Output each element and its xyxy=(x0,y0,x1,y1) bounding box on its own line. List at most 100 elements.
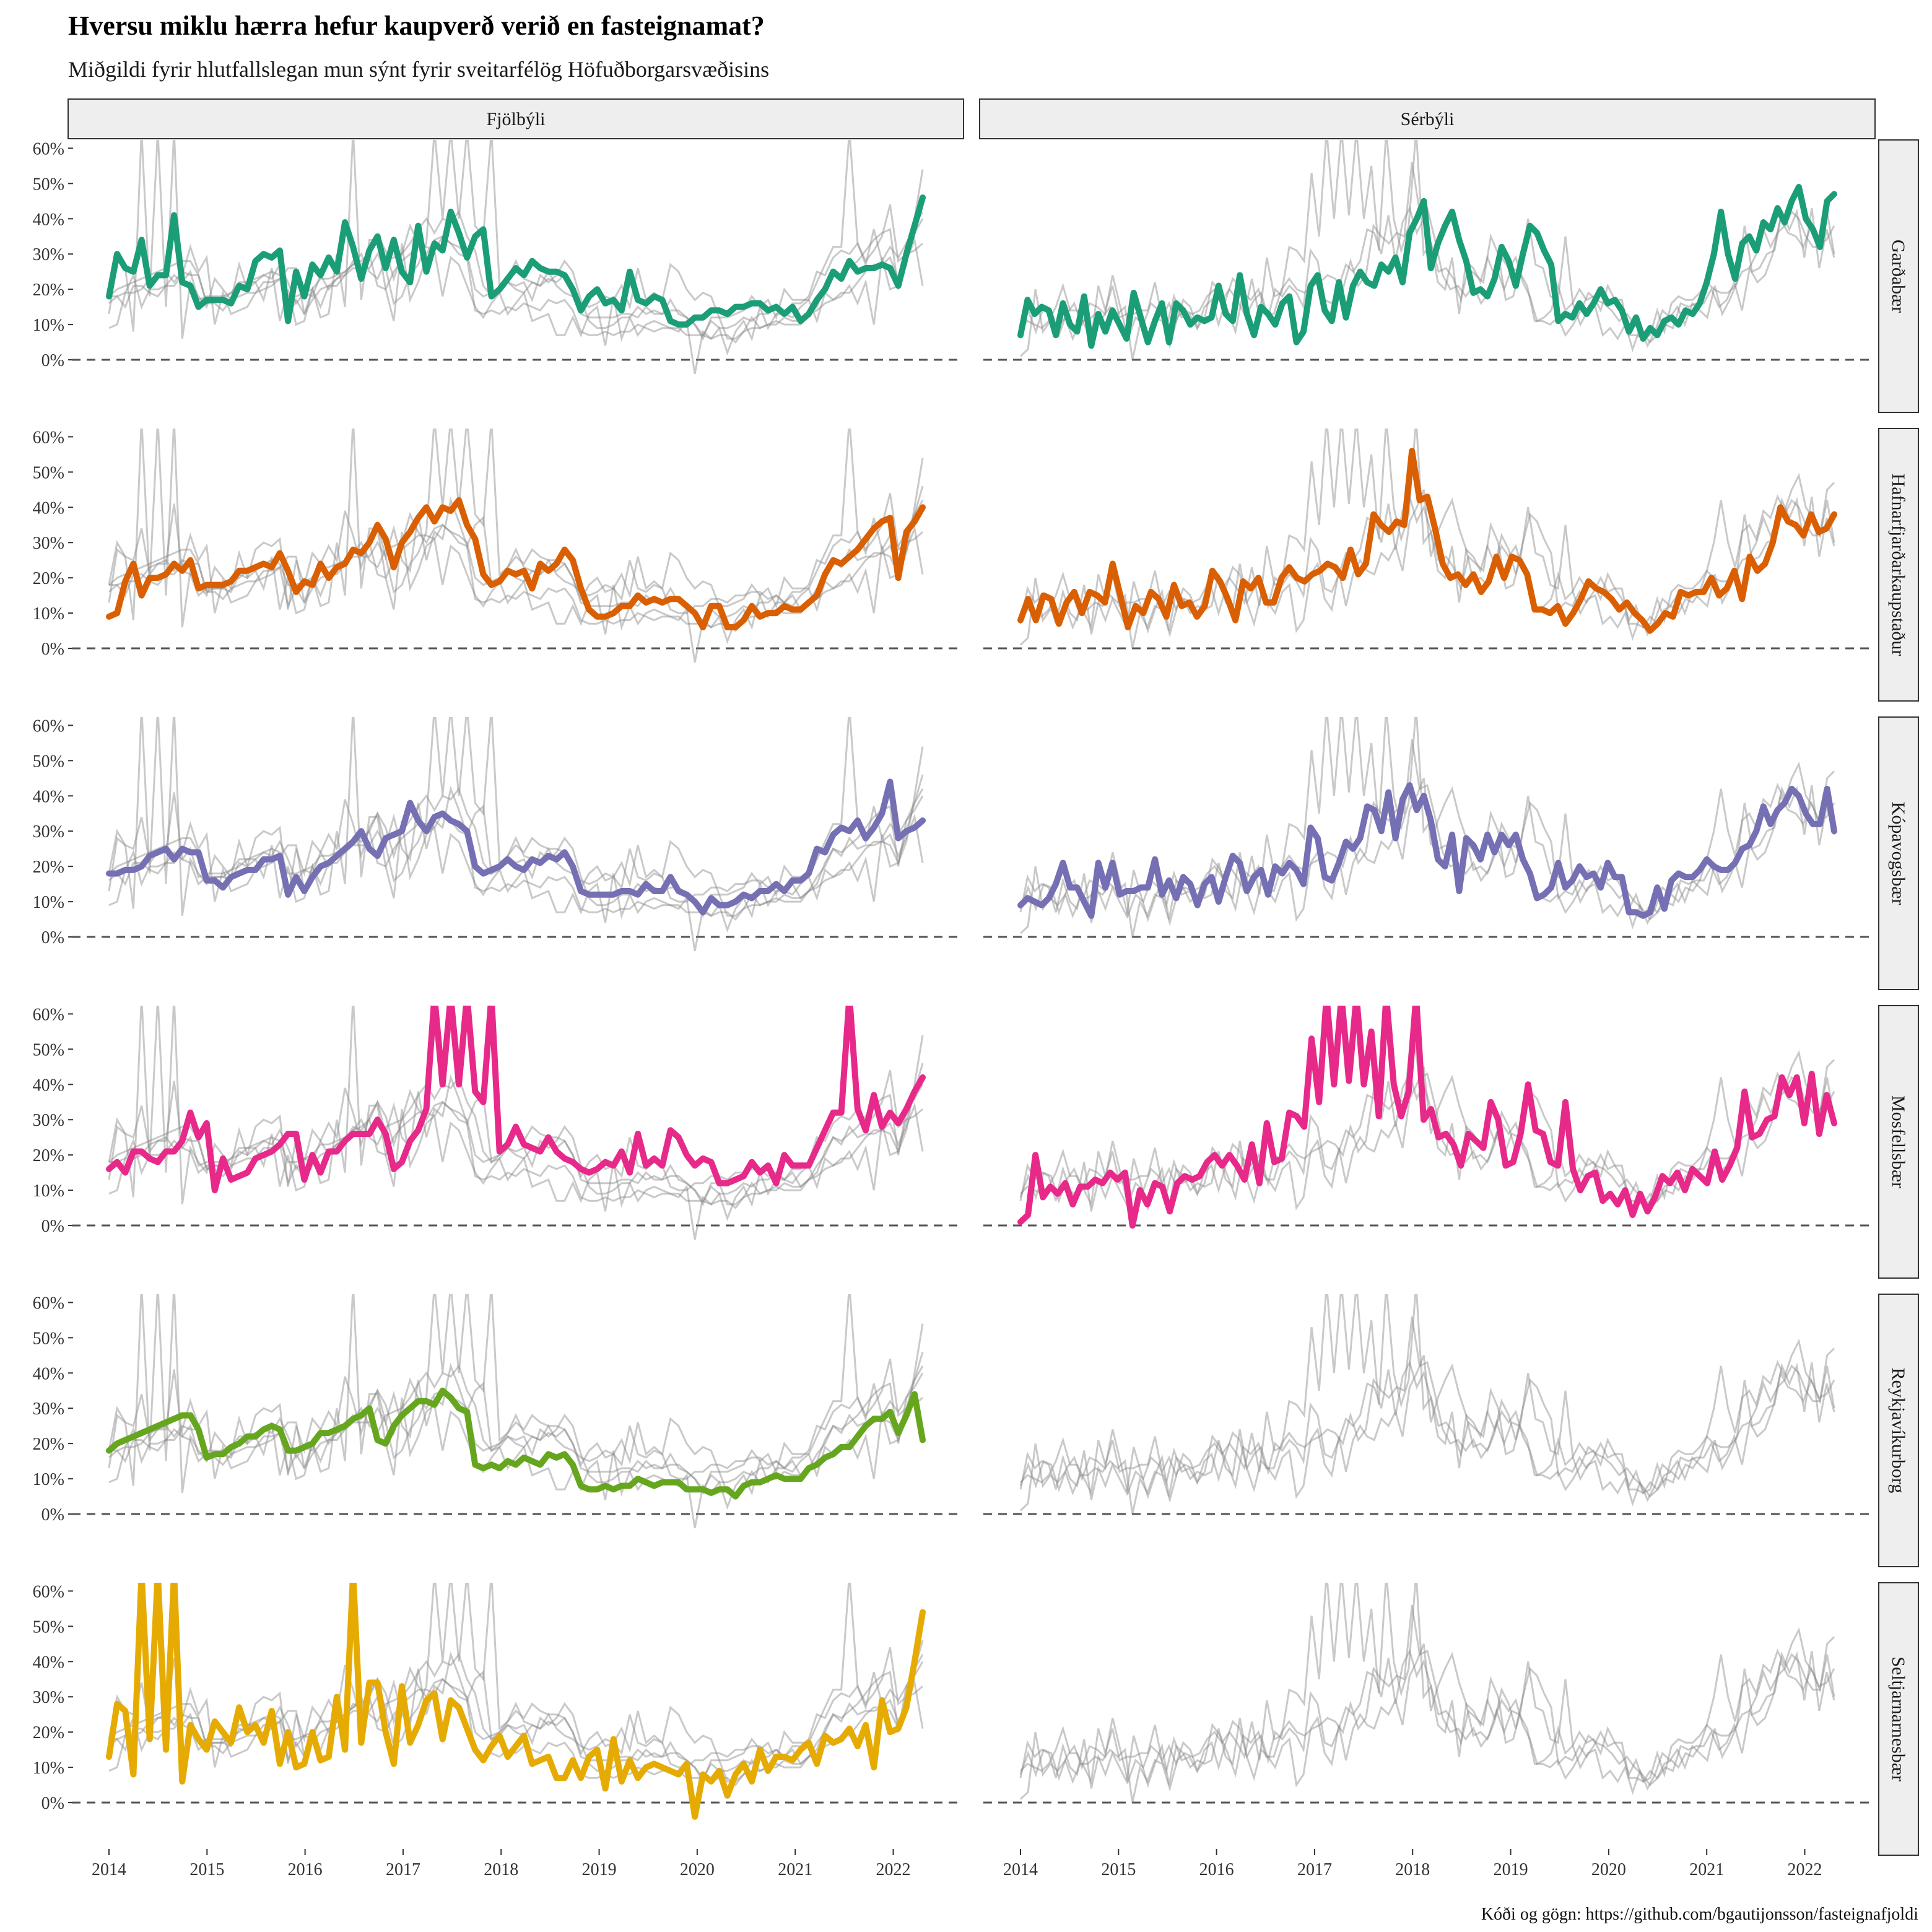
x-tick-label: 2017 xyxy=(386,1860,420,1879)
context-line xyxy=(109,1070,923,1203)
x-tick-label: 2022 xyxy=(876,1860,911,1879)
x-tick-label: 2018 xyxy=(484,1860,518,1879)
row-strip-2 xyxy=(1878,428,1919,702)
y-tick-label: 20% xyxy=(33,858,64,877)
highlight-line-Hafnarfjarðarkaupstaður xyxy=(106,497,926,630)
context-line xyxy=(108,1100,924,1209)
context-line xyxy=(1019,739,1835,921)
y-tick-label: 60% xyxy=(33,1294,64,1313)
x-tick-label: 2014 xyxy=(92,1860,126,1879)
context-line xyxy=(1019,1627,1835,1789)
x-tick-label: 2019 xyxy=(582,1860,617,1879)
context-line xyxy=(1019,1027,1835,1209)
y-tick-label: 0% xyxy=(41,640,64,659)
y-tick-label: 20% xyxy=(33,1146,64,1165)
context-line xyxy=(1019,717,1835,938)
context-line xyxy=(1019,429,1835,649)
row-strip-4 xyxy=(1878,1005,1919,1279)
row-strip-5 xyxy=(1878,1294,1919,1567)
context-line xyxy=(1019,1360,1835,1496)
x-tick-label: 2018 xyxy=(1395,1860,1430,1879)
panel-1-2 xyxy=(106,429,926,663)
panel-1-1 xyxy=(106,140,926,375)
x-tick-label: 2014 xyxy=(1003,1860,1038,1879)
context-line xyxy=(1019,1071,1835,1208)
y-tick-label: 40% xyxy=(33,1364,64,1383)
context-line xyxy=(108,140,924,325)
context-line xyxy=(108,717,924,902)
x-tick-label: 2015 xyxy=(189,1860,224,1879)
context-line xyxy=(1019,1648,1835,1785)
y-tick-label: 60% xyxy=(33,428,64,447)
context-line xyxy=(108,235,924,344)
y-tick-label: 50% xyxy=(33,463,64,482)
column-strip-label: Fjölbýli xyxy=(486,109,545,129)
panel-1-3 xyxy=(106,717,926,952)
y-tick-label: 30% xyxy=(33,1111,64,1130)
y-tick-label: 60% xyxy=(33,1005,64,1024)
panel-1-5 xyxy=(106,1294,926,1529)
highlight-line-Mosfellsbær xyxy=(106,1006,926,1194)
context-line xyxy=(108,717,924,952)
x-tick-label: 2016 xyxy=(288,1860,323,1879)
y-tick-label: 60% xyxy=(33,1582,64,1601)
chart-subtitle: Miðgildi fyrir hlutfallslegan mun sýnt f… xyxy=(68,57,769,82)
y-tick-label: 30% xyxy=(33,822,64,842)
y-tick-label: 40% xyxy=(33,1076,64,1095)
context-line xyxy=(109,1359,923,1491)
x-tick-label: 2022 xyxy=(1788,1860,1822,1879)
context-line xyxy=(108,1075,924,1207)
row-strip-label: Reykjavíkurborg xyxy=(1888,1368,1908,1494)
x-tick-label: 2020 xyxy=(1591,1860,1626,1879)
column-strip-1 xyxy=(67,98,964,139)
x-tick-label: 2020 xyxy=(680,1860,715,1879)
row-strip-label: Garðabær xyxy=(1888,240,1908,313)
y-tick-label: 20% xyxy=(33,1435,64,1454)
y-tick-label: 40% xyxy=(33,498,64,518)
context-line xyxy=(1019,1294,1835,1515)
row-strip-label: Mosfellsbær xyxy=(1888,1095,1908,1188)
panel-2-4 xyxy=(1017,1006,1837,1229)
y-tick-label: 0% xyxy=(41,1217,64,1236)
context-line xyxy=(108,1583,924,1768)
highlight-line-Kópavogsbær xyxy=(1017,782,1837,919)
chart-title: Hversu miklu hærra hefur kaupverð verið … xyxy=(68,11,765,41)
y-tick-label: 40% xyxy=(33,210,64,229)
context-line xyxy=(108,429,924,614)
panel-1-4 xyxy=(106,1006,926,1240)
context-line xyxy=(108,209,924,341)
y-tick-label: 10% xyxy=(33,1759,64,1778)
row-strip-label: Seltjarnarnesbær xyxy=(1888,1656,1908,1782)
highlight-line-Seltjarnarnesbær xyxy=(106,1583,926,1820)
context-line xyxy=(1019,1583,1835,1803)
context-line xyxy=(108,485,924,614)
highlight-line-Mosfellsbær xyxy=(1017,1006,1837,1229)
panel-1-6 xyxy=(106,1583,926,1820)
y-tick-label: 50% xyxy=(33,175,64,194)
y-tick-label: 60% xyxy=(33,139,64,159)
chart-caption: Kóði og gögn: https://github.com/bgautij… xyxy=(1481,1905,1918,1924)
highlight-line-Kópavogsbær xyxy=(106,778,926,916)
y-tick-label: 10% xyxy=(33,316,64,335)
y-tick-label: 10% xyxy=(33,893,64,912)
context-line xyxy=(108,1294,924,1529)
context-line xyxy=(108,140,924,375)
panel-2-5 xyxy=(1019,1294,1835,1515)
context-line xyxy=(1019,494,1835,630)
y-tick-label: 50% xyxy=(33,1329,64,1348)
panels-group: Fjölbýli Sérbýli Garðabær Hafnarfjarðarkaup… xyxy=(33,98,1919,1879)
y-tick-label: 20% xyxy=(33,569,64,588)
highlight-line-Hafnarfjarðarkaupstaður xyxy=(1017,448,1837,634)
column-strip-2 xyxy=(979,98,1876,139)
y-tick-label: 50% xyxy=(33,1040,64,1060)
highlight-line-Garðabær xyxy=(1017,184,1837,349)
y-tick-label: 50% xyxy=(33,752,64,771)
panel-2-3 xyxy=(1017,717,1837,938)
y-tick-label: 0% xyxy=(41,1505,64,1525)
y-tick-label: 30% xyxy=(33,1399,64,1419)
x-tick-label: 2021 xyxy=(1689,1860,1724,1879)
y-tick-label: 10% xyxy=(33,1470,64,1489)
context-line xyxy=(1019,1316,1835,1498)
context-line xyxy=(108,1294,924,1479)
